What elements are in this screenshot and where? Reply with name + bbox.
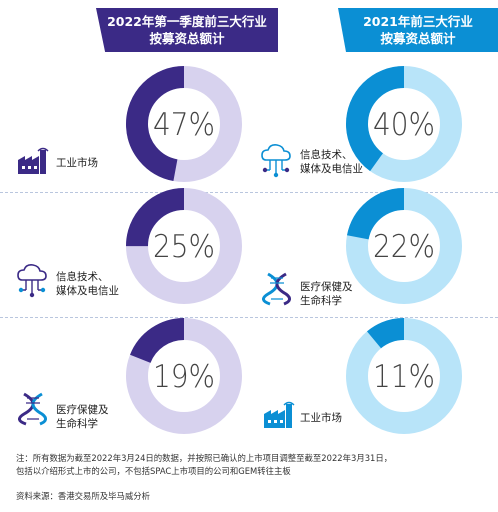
label-left-row3: 医疗保健及 生命科学 [56,403,109,431]
donut-value-label: 25% [153,229,215,265]
row-separator-2 [0,317,498,318]
cloud-network-icon [17,264,47,298]
label-right-row3: 工业市场 [300,411,342,425]
row-separator-1 [0,192,498,193]
factory-icon [264,401,295,428]
header-2021-line1: 2021年前三大行业 [363,14,473,29]
factory-icon [18,147,49,174]
label-left-row3-line1: 医疗保健及 [56,404,109,416]
label-right-row1-line2: 媒体及电信业 [300,163,363,175]
header-2021-line2: 按募资总额计 [380,31,456,46]
source-text: 资料来源：香港交易所及毕马威分析 [16,491,150,501]
dna-icon [262,272,291,306]
label-left-row2-line2: 媒体及电信业 [56,285,119,297]
header-2021: 2021年前三大行业 按募资总额计 [338,8,498,52]
donut-value-label: 11% [373,359,435,395]
donut-value-label: 22% [373,229,435,265]
donut-value-label: 47% [153,107,215,143]
cloud-network-icon [261,144,291,178]
header-2022q1: 2022年第一季度前三大行业 按募资总额计 [96,8,278,52]
donut-segment [126,318,242,434]
footnote: 注：所有数据为截至2022年3月24日的数据，并按照已确认的上市项目调整至截至2… [16,452,486,478]
donut-segment [346,66,462,182]
label-left-row2: 信息技术、 媒体及电信业 [56,270,119,298]
label-right-row3-line1: 工业市场 [300,412,342,424]
label-right-row1: 信息技术、 媒体及电信业 [300,148,363,176]
label-right-row2-line2: 生命科学 [300,295,342,307]
dna-icon [18,392,47,426]
label-right-row1-line1: 信息技术、 [300,149,353,161]
donut-segment [346,318,462,434]
source-note: 资料来源：香港交易所及毕马威分析 [16,490,486,503]
label-left-row3-line2: 生命科学 [56,418,98,430]
header-2022q1-line2: 按募资总额计 [149,31,225,46]
header-2022q1-line1: 2022年第一季度前三大行业 [107,14,267,29]
footnote-line2: 包括以介绍形式上市的公司，不包括SPAC上市项目的公司和GEM转往主板 [16,466,291,476]
label-left-row2-line1: 信息技术、 [56,271,109,283]
donut-segment [126,188,242,304]
donut-value-label: 40% [373,107,435,143]
donut-value-label: 19% [153,359,215,395]
footnote-line1: 注：所有数据为截至2022年3月24日的数据，并按照已确认的上市项目调整至截至2… [16,453,393,463]
label-right-row2-line1: 医疗保健及 [300,281,353,293]
label-left-row1-line1: 工业市场 [56,157,98,169]
donut-segment [126,66,242,182]
donut-segment [346,188,462,304]
label-right-row2: 医疗保健及 生命科学 [300,280,353,308]
label-left-row1: 工业市场 [56,156,98,170]
